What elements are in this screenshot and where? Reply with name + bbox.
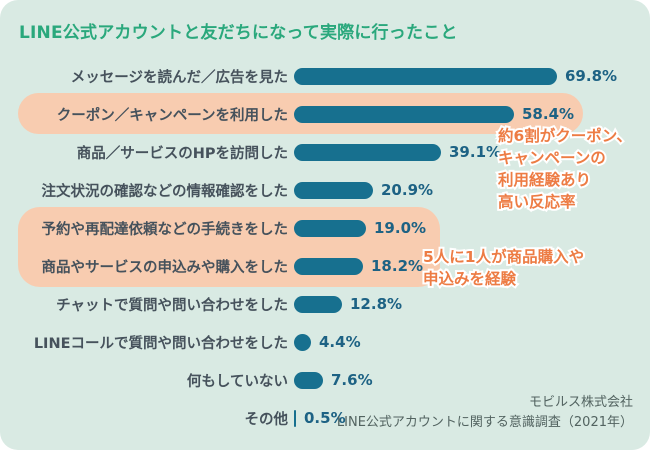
bar (294, 67, 557, 85)
annotation-line: 5人に1人が商品購入や (421, 246, 586, 268)
value-label: 12.8% (350, 295, 403, 313)
annotation-line: 申込みを経験 (421, 268, 518, 290)
bar (294, 257, 363, 275)
page-title: LINE公式アカウントと友だちになって実際に行ったこと (19, 23, 458, 43)
bar (294, 409, 296, 427)
bar (294, 371, 323, 389)
bar-row: 商品やサービスの申込みや購入をした 18.2% (18, 247, 632, 285)
value-label: 39.1% (449, 143, 502, 161)
bar-row: 予約や再配達依頼などの手続きをした 19.0% (18, 209, 632, 247)
annotation-line: キャンペーンの (496, 147, 608, 169)
bar-label: その他 (244, 411, 289, 428)
annotation-line: 利用経験あり (496, 169, 593, 191)
bar-label: 商品やサービスの申込みや購入をした (41, 259, 289, 276)
bar-row: クーポン／キャンペーンを利用した 58.4% (18, 95, 632, 133)
bar-label: チャットで質問や問い合わせをした (56, 297, 288, 314)
value-label: 20.9% (381, 181, 434, 199)
bar (294, 181, 373, 199)
value-label: 69.8% (565, 67, 618, 85)
source-attribution: モビルス株式会社 LINE公式アカウントに関する意識調査（2021年） (337, 393, 633, 433)
bar-label: 注文状況の確認などの情報確認をした (41, 183, 289, 200)
annotation-purchase: 5人に1人が商品購入や 申込みを経験 (421, 246, 586, 290)
bar-chart: メッセージを読んだ／広告を見た 69.8% クーポン／キャンペーンを利用した 5… (18, 57, 632, 437)
bar-row: LINEコールで質問や問い合わせをした 4.4% (18, 323, 632, 361)
source-survey: LINE公式アカウントに関する意識調査（2021年） (336, 414, 633, 430)
bar (294, 295, 342, 313)
annotation-line: 高い反応率 (496, 191, 578, 213)
value-label: 7.6% (331, 371, 373, 389)
bar-row: チャットで質問や問い合わせをした 12.8% (18, 285, 632, 323)
bar-row: 商品／サービスのHPを訪問した 39.1% (18, 133, 632, 171)
bar-rows: メッセージを読んだ／広告を見た 69.8% クーポン／キャンペーンを利用した 5… (18, 57, 632, 437)
value-label: 0.5% (304, 409, 346, 427)
bar-label: 商品／サービスのHPを訪問した (76, 145, 288, 162)
bar (294, 333, 311, 351)
value-label: 19.0% (374, 219, 427, 237)
bar-label: 予約や再配達依頼などの手続きをした (41, 221, 289, 238)
bar-row: その他 0.5% (18, 399, 632, 437)
annotation-line: 約6割がクーポン、 (496, 125, 634, 147)
bar-label: LINEコールで質問や問い合わせをした (33, 335, 288, 352)
bar-label: 何もしていない (186, 373, 288, 390)
value-label: 4.4% (319, 333, 361, 351)
bar-row: 注文状況の確認などの情報確認をした 20.9% (18, 171, 632, 209)
bar-row: 何もしていない 7.6% (18, 361, 632, 399)
bar-row: メッセージを読んだ／広告を見た 69.8% (18, 57, 632, 95)
bar-label: メッセージを読んだ／広告を見た (70, 69, 288, 86)
value-label: 18.2% (371, 257, 424, 275)
highlight-pill-purchase (18, 207, 440, 287)
value-label: 58.4% (522, 105, 575, 123)
bar (294, 105, 514, 123)
source-company: モビルス株式会社 (528, 394, 633, 410)
annotation-coupon: 約6割がクーポン、 キャンペーンの 利用経験あり 高い反応率 (496, 125, 634, 213)
bar (294, 143, 441, 161)
bar-label: クーポン／キャンペーンを利用した (56, 107, 288, 124)
bar (294, 219, 366, 237)
